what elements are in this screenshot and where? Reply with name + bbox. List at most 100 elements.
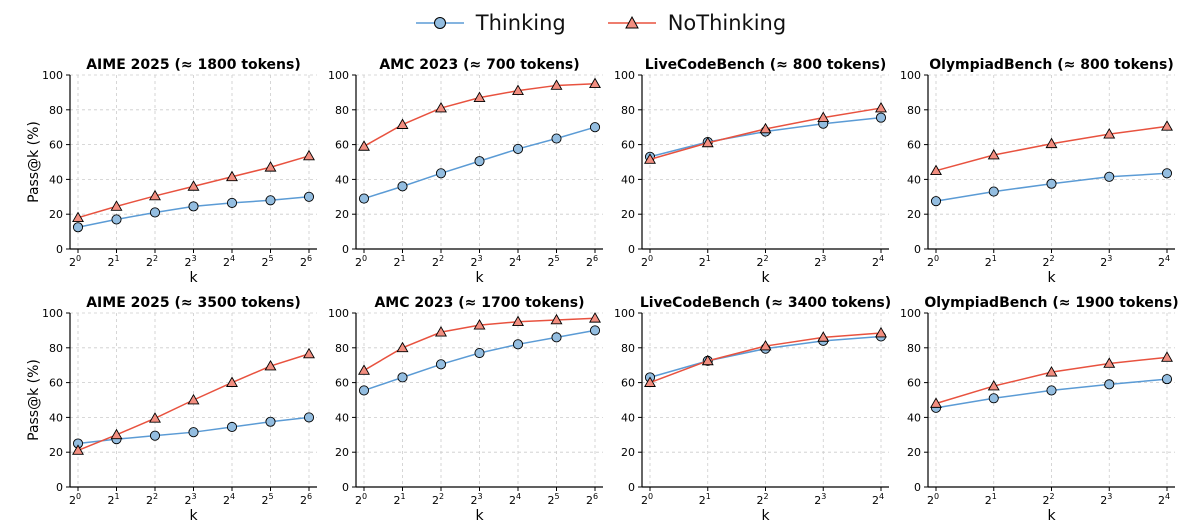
data-point-nothinking [435, 326, 447, 337]
x-tick-label: 26 [586, 492, 598, 507]
data-point-nothinking [149, 412, 161, 423]
data-point-thinking [397, 372, 408, 383]
x-tick-label: 20 [927, 254, 939, 269]
y-tick-label: 40 [621, 411, 635, 424]
subplot-title: AIME 2025 (≈ 3500 tokens) [86, 295, 301, 311]
data-point-thinking [111, 214, 122, 225]
y-tick-label: 100 [900, 69, 921, 82]
x-tick-label: 20 [641, 254, 653, 269]
subplot-title: OlympiadBench (≈ 800 tokens) [929, 57, 1174, 73]
data-point-thinking [397, 181, 408, 192]
y-tick-label: 20 [335, 446, 349, 459]
y-tick-label: 40 [49, 173, 63, 186]
subplot-title: AMC 2023 (≈ 700 tokens) [379, 57, 579, 73]
y-tick-label: 80 [907, 104, 921, 117]
x-tick-label: 25 [547, 492, 559, 507]
subplot-title: AIME 2025 (≈ 1800 tokens) [86, 57, 301, 73]
data-point-nothinking [72, 444, 84, 455]
y-tick-label: 40 [621, 173, 635, 186]
data-point-thinking [512, 339, 524, 350]
x-tick-label: 25 [261, 492, 273, 507]
x-tick-label: 22 [1042, 492, 1054, 507]
data-point-nothinking [1161, 120, 1173, 131]
legend-nothinking-marker-icon [607, 15, 656, 29]
data-point-thinking [303, 412, 315, 423]
x-axis-label: k [761, 270, 770, 286]
data-point-nothinking [110, 200, 123, 211]
x-tick-label: 22 [146, 492, 158, 507]
legend-nothinking-label: NoThinking [667, 11, 787, 35]
data-point-nothinking [644, 376, 656, 387]
x-tick-label: 23 [184, 492, 196, 507]
y-tick-label: 0 [914, 243, 921, 256]
y-tick-label: 20 [335, 208, 349, 221]
data-point-nothinking [473, 319, 486, 330]
data-point-nothinking [149, 189, 161, 201]
data-point-thinking [930, 196, 942, 207]
data-point-nothinking [264, 161, 277, 172]
data-point-nothinking [1045, 366, 1058, 377]
data-point-thinking [551, 332, 562, 343]
data-point-nothinking [875, 101, 887, 113]
data-point-nothinking [303, 347, 315, 359]
data-point-thinking [303, 191, 315, 202]
y-tick-label: 100 [42, 69, 63, 82]
data-point-thinking [589, 325, 601, 336]
data-point-nothinking [303, 149, 315, 161]
data-point-nothinking [1103, 128, 1116, 139]
legend-item-thinking: Thinking [414, 11, 566, 35]
data-point-nothinking [930, 397, 942, 408]
y-tick-label: 20 [907, 446, 921, 459]
x-tick-label: 22 [756, 254, 768, 269]
y-tick-label: 40 [49, 411, 63, 424]
x-tick-label: 21 [985, 492, 997, 507]
data-point-nothinking [1103, 357, 1116, 368]
x-tick-label: 24 [872, 254, 884, 269]
subplot-1: 0 20 40 60 80 100 20 21 22 23 24 25 26 AIME 2025 (≈ 1… [26, 57, 317, 286]
x-tick-label: 24 [223, 492, 235, 507]
legend-item-nothinking: NoThinking [606, 11, 786, 35]
y-tick-label: 100 [328, 307, 349, 320]
data-point-nothinking [589, 77, 601, 89]
y-tick-label: 80 [335, 342, 349, 355]
x-tick-label: 23 [1100, 492, 1112, 507]
data-point-nothinking [110, 428, 123, 440]
x-tick-label: 20 [355, 492, 367, 507]
y-tick-label: 0 [628, 481, 635, 494]
x-tick-label: 23 [184, 254, 196, 269]
data-point-thinking [149, 430, 161, 441]
x-tick-label: 21 [985, 254, 997, 269]
y-tick-label: 80 [49, 104, 63, 117]
y-tick-label: 20 [49, 208, 63, 221]
data-point-nothinking [226, 376, 238, 387]
data-point-thinking [226, 197, 238, 208]
data-point-nothinking [759, 339, 772, 351]
x-tick-label: 24 [1158, 254, 1170, 269]
x-tick-label: 21 [393, 254, 405, 269]
data-point-nothinking [550, 313, 563, 325]
x-tick-label: 23 [470, 254, 482, 269]
data-point-nothinking [817, 331, 830, 342]
data-point-nothinking [435, 101, 447, 113]
x-tick-label: 20 [355, 254, 367, 269]
data-point-nothinking [358, 140, 370, 151]
data-point-thinking [551, 133, 562, 144]
x-tick-label: 23 [470, 492, 482, 507]
data-point-nothinking [264, 359, 277, 371]
data-point-nothinking [512, 84, 524, 96]
y-tick-label: 100 [42, 307, 63, 320]
data-point-thinking [358, 193, 370, 204]
data-point-thinking [435, 168, 447, 179]
data-point-thinking [988, 393, 999, 404]
y-tick-label: 20 [49, 446, 63, 459]
y-tick-label: 0 [56, 243, 63, 256]
data-point-thinking [1161, 374, 1173, 385]
y-tick-label: 100 [614, 69, 635, 82]
subplot-2: 0 20 40 60 80 100 20 21 22 23 24 25 26 AMC 2023 (≈ 70… [328, 57, 603, 286]
x-tick-label: 26 [586, 254, 598, 269]
y-tick-label: 60 [335, 139, 349, 152]
data-point-nothinking [396, 118, 409, 129]
data-point-nothinking [987, 148, 1000, 160]
data-point-thinking [1104, 171, 1115, 182]
